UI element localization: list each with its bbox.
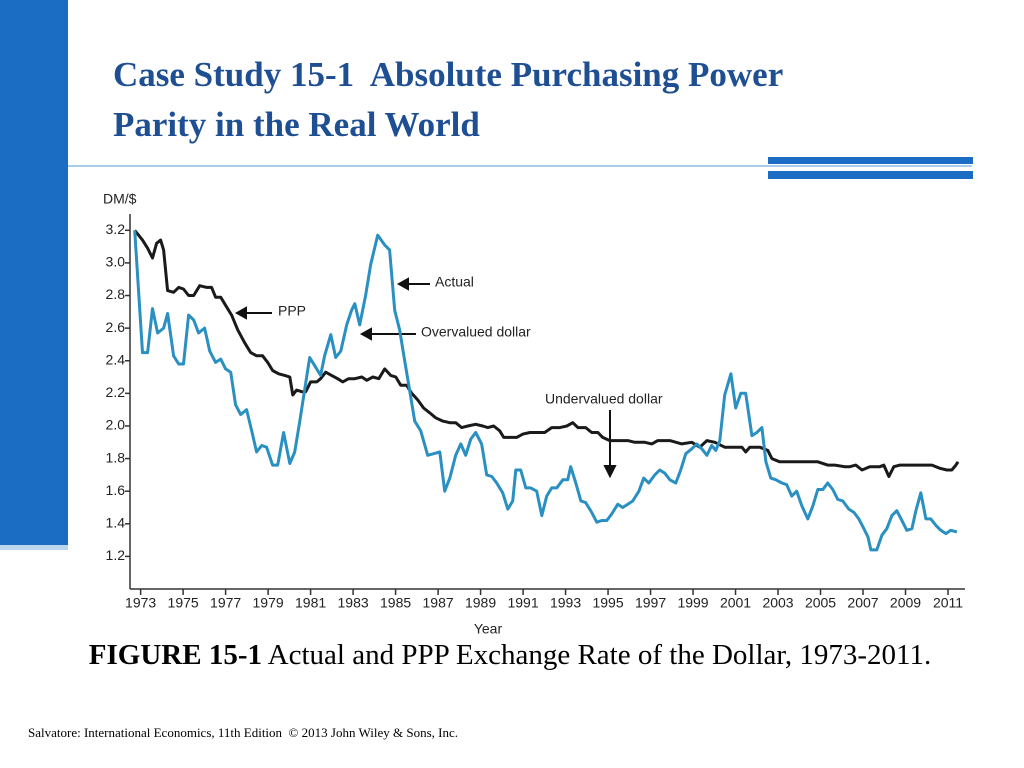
y-tick-label: 3.0 bbox=[106, 254, 126, 270]
y-tick-label: 2.6 bbox=[106, 319, 126, 335]
x-tick-label: 1989 bbox=[465, 595, 496, 611]
arrows bbox=[234, 277, 617, 479]
y-tick-label: 2.2 bbox=[106, 384, 126, 400]
x-tick-label: 1987 bbox=[423, 595, 454, 611]
arrow-head bbox=[234, 306, 247, 320]
y-axis-label: DM/$ bbox=[103, 191, 137, 207]
x-tick-label: 1995 bbox=[592, 595, 623, 611]
caption-text: Actual and PPP Exchange Rate of the Doll… bbox=[267, 639, 932, 671]
arrow-head bbox=[396, 277, 409, 291]
side-bar-shadow bbox=[0, 545, 68, 550]
deco-bar bbox=[768, 171, 973, 179]
x-tick-label: 1981 bbox=[295, 595, 326, 611]
x-tick-label: 1979 bbox=[253, 595, 284, 611]
y-tick-label: 1.8 bbox=[106, 449, 126, 465]
annotation: Overvalued dollar bbox=[421, 324, 531, 340]
side-bar bbox=[0, 0, 68, 545]
x-tick-label: 2005 bbox=[805, 595, 836, 611]
x-tick-label: 2001 bbox=[720, 595, 751, 611]
series-line bbox=[133, 230, 958, 552]
x-tick-label: 1985 bbox=[380, 595, 411, 611]
x-tick-label: 1975 bbox=[168, 595, 199, 611]
caption: FIGURE 15-1 Actual and PPP Exchange Rate… bbox=[60, 636, 960, 674]
deco-bar bbox=[768, 157, 973, 164]
annotation: Undervalued dollar bbox=[545, 391, 663, 407]
x-axis-label: Year bbox=[474, 621, 503, 637]
x-tick-label: 1993 bbox=[550, 595, 581, 611]
x-tick-label: 1991 bbox=[507, 595, 538, 611]
footer: Salvatore: International Economics, 11th… bbox=[28, 725, 458, 740]
series-label: PPP bbox=[278, 303, 306, 319]
y-tick-label: 2.8 bbox=[106, 286, 126, 302]
x-tick-label: 2009 bbox=[890, 595, 921, 611]
y-tick-label: 3.2 bbox=[106, 221, 126, 237]
caption-label: FIGURE 15-1 bbox=[88, 639, 262, 671]
title-line: Case Study 15-1 Absolute Purchasing Powe… bbox=[113, 55, 784, 94]
x-tick-label: 2011 bbox=[933, 595, 963, 611]
x-tick-label: 2003 bbox=[762, 595, 793, 611]
x-tick-label: 1997 bbox=[635, 595, 666, 611]
slide-title: Case Study 15-1 Absolute Purchasing Powe… bbox=[113, 50, 783, 150]
y-tick-label: 2.4 bbox=[106, 351, 126, 367]
title-line: Parity in the Real World bbox=[113, 105, 480, 144]
y-tick-label: 1.2 bbox=[106, 547, 126, 563]
arrow-head bbox=[603, 465, 617, 479]
arrow-head bbox=[359, 327, 372, 341]
x-tick-label: 1999 bbox=[677, 595, 708, 611]
series-line bbox=[133, 229, 960, 478]
x-tick-label: 1977 bbox=[210, 595, 241, 611]
y-tick-label: 1.4 bbox=[106, 514, 126, 530]
series-label: Actual bbox=[435, 274, 474, 290]
x-tick-label: 2007 bbox=[847, 595, 878, 611]
y-tick-label: 1.6 bbox=[106, 482, 126, 498]
x-tick-label: 1983 bbox=[338, 595, 369, 611]
x-tick-label: 1973 bbox=[125, 595, 156, 611]
y-tick-label: 2.0 bbox=[106, 417, 126, 433]
